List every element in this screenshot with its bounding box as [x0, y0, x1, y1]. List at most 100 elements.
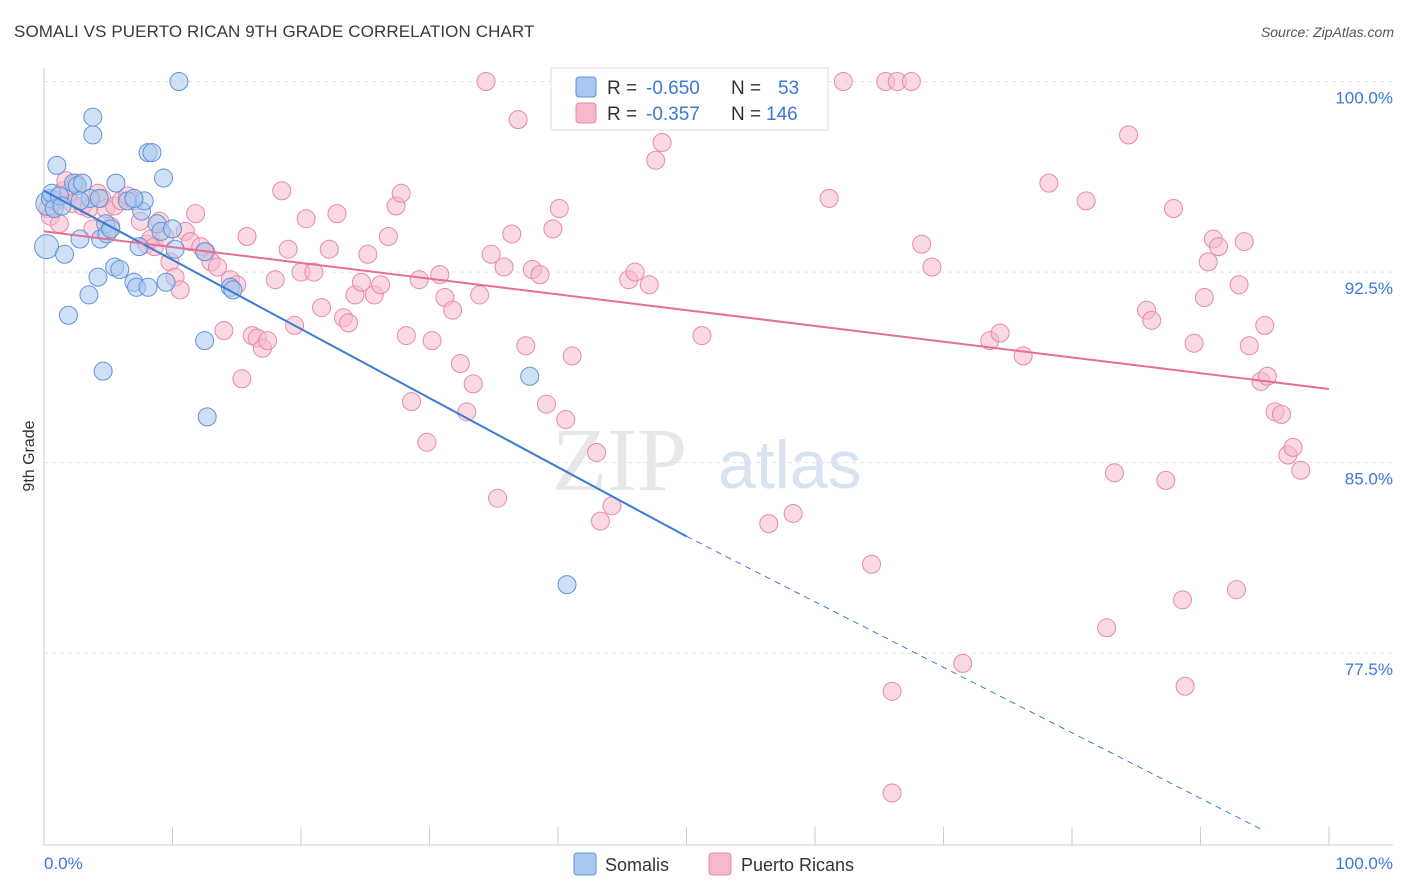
legend-swatch-puerto-rican — [575, 102, 597, 124]
puerto-rican-point — [1184, 333, 1204, 353]
somali-point — [142, 143, 162, 163]
puerto-rican-point — [901, 72, 921, 91]
somali-point — [34, 234, 60, 260]
puerto-rican-point — [652, 132, 672, 152]
puerto-rican-point — [646, 150, 666, 170]
somali-point — [156, 272, 176, 292]
gridlines — [44, 81, 1393, 654]
puerto-rican-point — [351, 272, 371, 292]
somali-point — [163, 219, 182, 239]
watermark-atlas: atlas — [718, 427, 862, 503]
puerto-rican-point — [319, 239, 339, 259]
puerto-rican-point — [783, 503, 803, 523]
puerto-rican-point — [272, 181, 292, 201]
puerto-rican-point — [1076, 191, 1096, 211]
puerto-rican-point — [296, 209, 316, 229]
puerto-rican-point — [882, 783, 902, 803]
puerto-rican-point — [391, 183, 411, 203]
puerto-rican-point — [882, 681, 902, 701]
puerto-rican-point — [1271, 404, 1291, 424]
somali-point — [557, 575, 577, 595]
legend-n-label-puerto-rican: N = — [731, 104, 761, 125]
y-tick-label: 92.5% — [1345, 279, 1393, 298]
puerto-rican-point — [1198, 252, 1218, 272]
puerto-rican-point — [819, 188, 839, 208]
puerto-rican-point — [1013, 346, 1033, 366]
x-ticks — [43, 827, 1330, 845]
somali-point — [520, 366, 540, 386]
somali-point — [154, 168, 174, 188]
puerto-rican-point — [508, 110, 528, 130]
puerto-rican-point — [214, 321, 234, 341]
puerto-rican-points — [38, 72, 1311, 803]
somali-point — [195, 331, 215, 351]
puerto-rican-point — [1283, 437, 1303, 457]
puerto-rican-point — [304, 262, 324, 282]
puerto-rican-point — [494, 257, 514, 277]
puerto-rican-point — [1291, 460, 1311, 480]
puerto-rican-point — [186, 204, 206, 224]
legend-box — [550, 67, 829, 131]
puerto-rican-point — [953, 653, 973, 673]
puerto-rican-point — [278, 239, 298, 259]
puerto-rican-point — [1039, 173, 1059, 193]
puerto-rican-point — [1156, 470, 1176, 490]
puerto-rican-point — [590, 511, 610, 531]
puerto-rican-point — [536, 394, 556, 414]
legend-n-value-puerto-rican: 146 — [766, 104, 798, 125]
puerto-rican-point — [402, 392, 422, 412]
puerto-rican-point — [549, 199, 569, 219]
puerto-rican-point — [207, 257, 227, 277]
legend-n-label-somali: N = — [731, 78, 761, 99]
puerto-rican-point — [1255, 315, 1275, 335]
watermark: ZIP atlas — [552, 411, 862, 510]
series-legend: Somalis Puerto Ricans — [573, 852, 854, 876]
somali-point — [83, 107, 103, 127]
puerto-rican-point — [562, 346, 582, 366]
source-label: Source: ZipAtlas.com — [1260, 24, 1394, 40]
puerto-rican-point — [1142, 310, 1162, 330]
puerto-rican-point — [258, 331, 278, 351]
somali-trend-extension — [686, 535, 1265, 832]
puerto-rican-point — [339, 313, 359, 333]
somali-point — [70, 229, 90, 249]
puerto-rican-point — [912, 234, 932, 254]
puerto-rican-point — [488, 488, 508, 508]
bottom-legend-label-puerto-rican: Puerto Ricans — [741, 855, 854, 875]
puerto-rican-point — [1175, 676, 1195, 696]
puerto-rican-point — [1173, 590, 1193, 610]
chart-title: SOMALI VS PUERTO RICAN 9TH GRADE CORRELA… — [14, 22, 535, 41]
puerto-rican-point — [409, 270, 429, 290]
somali-point — [93, 361, 113, 381]
correlation-legend: R = -0.650 N = 53 R = -0.357 N = 146 — [550, 67, 829, 131]
bottom-legend-label-somali: Somalis — [605, 855, 669, 875]
y-tick-label: 77.5% — [1345, 660, 1393, 679]
x-tick-label-max: 100.0% — [1335, 854, 1393, 873]
puerto-rican-point — [639, 275, 659, 295]
somali-trend-line — [43, 189, 687, 538]
puerto-rican-point — [1119, 125, 1139, 145]
x-tick-label-min: 0.0% — [44, 854, 83, 873]
somali-point — [89, 188, 109, 208]
puerto-rican-point — [922, 257, 942, 277]
puerto-rican-point — [516, 336, 536, 356]
somali-point — [47, 155, 67, 175]
somali-point — [138, 277, 158, 297]
somali-point — [88, 267, 108, 287]
somali-point — [124, 188, 144, 208]
puerto-rican-point — [422, 331, 442, 351]
y-axis-title: 9th Grade — [21, 420, 38, 491]
puerto-rican-point — [378, 226, 398, 246]
somali-point — [129, 237, 149, 257]
puerto-rican-point — [463, 374, 483, 394]
puerto-rican-point — [481, 244, 501, 264]
puerto-rican-point — [450, 354, 470, 374]
puerto-rican-point — [692, 326, 712, 346]
puerto-rican-point — [587, 442, 607, 462]
puerto-rican-point — [237, 226, 257, 246]
puerto-rican-point — [543, 219, 563, 239]
legend-swatch-somali — [575, 76, 597, 98]
watermark-zip: ZIP — [552, 411, 687, 510]
bottom-legend-swatch-puerto-rican — [708, 852, 732, 876]
